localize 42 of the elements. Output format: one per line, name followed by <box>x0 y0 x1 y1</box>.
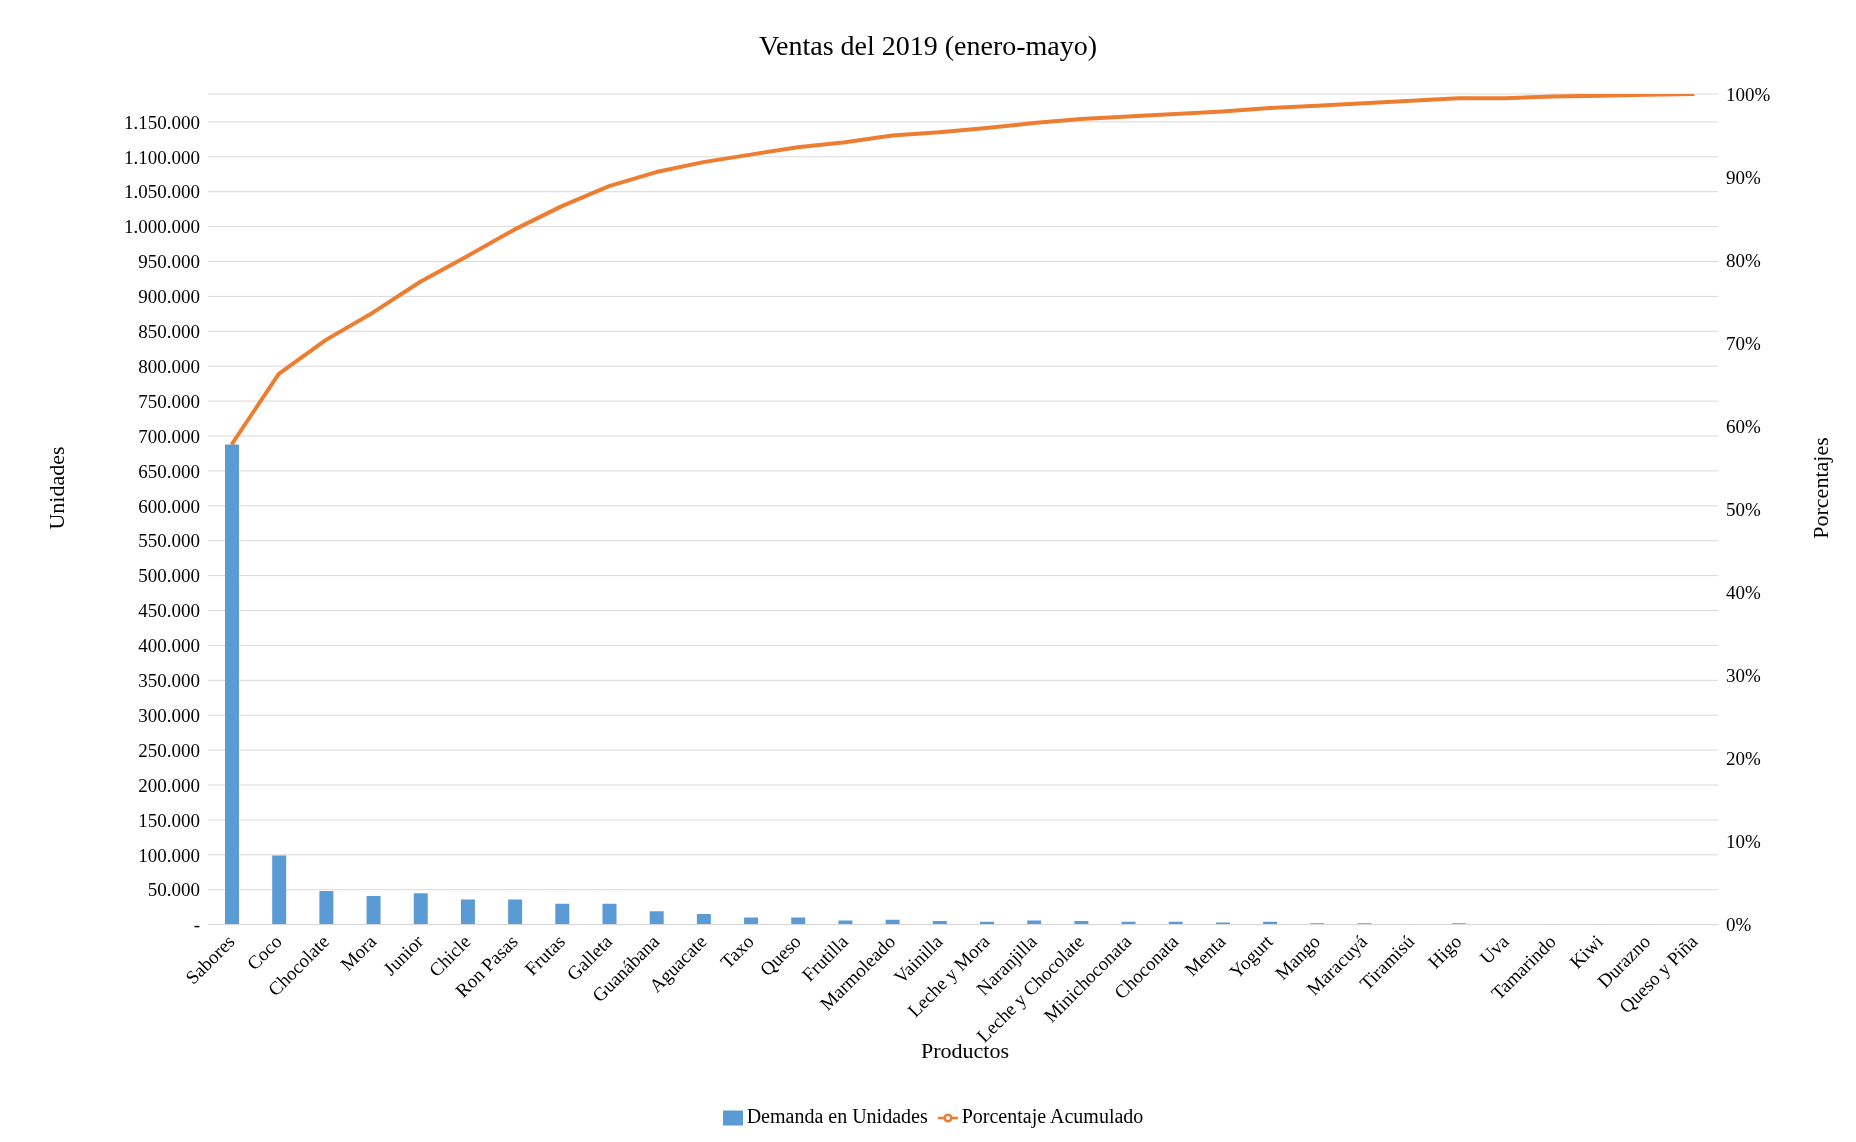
y2-tick-label: 20% <box>1726 748 1761 770</box>
y2-tick-label: 80% <box>1726 249 1761 271</box>
y2-tick-label: 70% <box>1726 332 1761 354</box>
y-tick-label: 100.000 <box>138 844 200 866</box>
y2-tick-label: 40% <box>1726 582 1761 604</box>
y2-tick-label: 50% <box>1726 499 1761 521</box>
y-tick-label: 600.000 <box>138 495 200 517</box>
y-tick-label: - <box>193 914 200 936</box>
y-tick-label: 150.000 <box>138 809 200 831</box>
y-tick-label: 650.000 <box>138 460 200 482</box>
y-tick-label: 800.000 <box>138 355 200 377</box>
y-tick-label: 300.000 <box>138 704 200 726</box>
y-tick-label: 750.000 <box>138 390 200 412</box>
y2-tick-label: 30% <box>1726 665 1761 687</box>
y2-tick-label: 0% <box>1726 914 1752 936</box>
y2-tick-label: 60% <box>1726 415 1761 437</box>
chart-title: Ventas del 2019 (enero-mayo) <box>757 30 1099 62</box>
y-tick-label: 1.150.000 <box>124 111 200 133</box>
y-tick-label: 850.000 <box>138 321 200 343</box>
y-tick-label: 250.000 <box>138 739 200 761</box>
x-tick-label: Taxo <box>716 930 758 973</box>
y-tick-label: 900.000 <box>138 286 200 308</box>
y2-tick-label: 100% <box>1726 83 1771 105</box>
y-tick-label: 450.000 <box>138 600 200 622</box>
y2-tick-label: 90% <box>1726 166 1761 188</box>
legend-label: Porcentaje Acumulado <box>961 1104 1144 1127</box>
x-tick-label: Higo <box>1423 930 1466 973</box>
y-tick-label: 700.000 <box>138 425 200 447</box>
y-tick-label: 550.000 <box>138 530 200 552</box>
y2-axis-title: Porcentajes <box>1808 437 1834 539</box>
y-axis-title: Unidades <box>44 446 70 530</box>
y-tick-label: 200.000 <box>138 774 200 796</box>
y-tick-label: 400.000 <box>138 635 200 657</box>
y-tick-label: 350.000 <box>138 670 200 692</box>
y2-tick-label: 10% <box>1726 831 1761 853</box>
y-tick-label: 50.000 <box>147 879 200 901</box>
y-tick-label: 1.100.000 <box>124 146 200 168</box>
y-tick-label: 500.000 <box>138 565 200 587</box>
y-tick-label: 1.000.000 <box>124 216 200 238</box>
legend-label: Demanda en Unidades <box>746 1104 928 1127</box>
y-tick-label: 950.000 <box>138 251 200 273</box>
y-tick-label: 1.050.000 <box>124 181 200 203</box>
